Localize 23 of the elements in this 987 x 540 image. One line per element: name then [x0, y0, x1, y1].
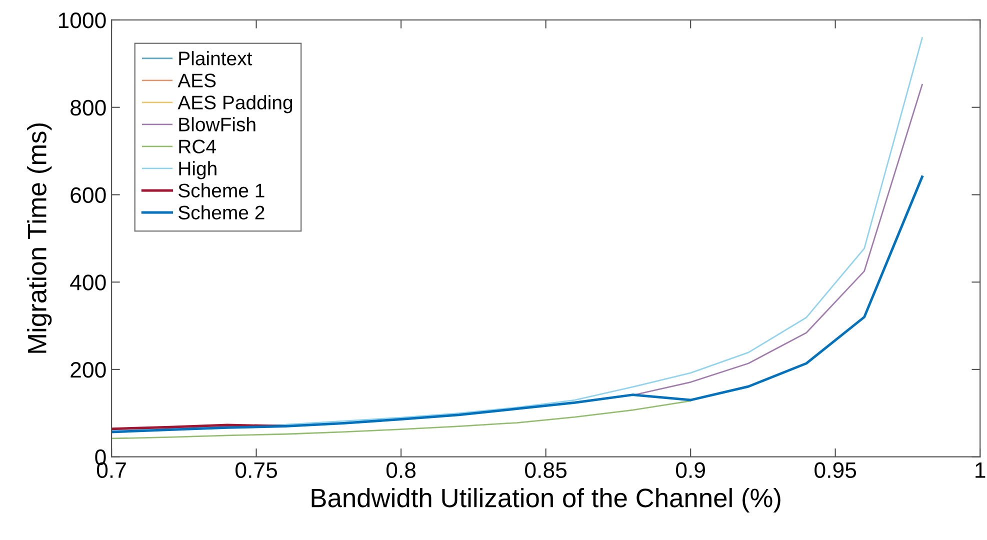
y-tick-label: 200: [70, 362, 106, 378]
y-tick-label: 800: [70, 100, 106, 116]
x-tick-label: 0.85: [525, 462, 567, 478]
y-tick-label: 600: [70, 187, 106, 203]
legend-label: RC4: [179, 140, 216, 154]
line-series: [112, 400, 692, 440]
x-axis-title: Bandwidth Utilization of the Channel (%): [312, 488, 780, 513]
legend-label: AES Padding: [178, 95, 292, 114]
legend-label: BlowFish: [179, 117, 256, 132]
x-tick-label: 0.75: [236, 462, 277, 478]
x-tick-label: 0.9: [676, 462, 705, 478]
x-tick-label: 0.95: [814, 462, 856, 478]
x-tick-label: 1: [976, 462, 986, 478]
y-axis-title: Migration Time (ms): [27, 123, 52, 353]
x-tick-label: 0.8: [386, 462, 416, 478]
legend-label: Scheme 2: [178, 205, 264, 220]
y-tick-label: 400: [70, 274, 106, 290]
legend-label: AES: [178, 74, 216, 88]
line-series: [112, 37, 923, 432]
legend-label: Plaintext: [179, 51, 252, 66]
legend-label: Scheme 1: [178, 183, 264, 198]
y-tick-label: 1000: [58, 12, 106, 28]
legend-label: High: [179, 161, 216, 180]
